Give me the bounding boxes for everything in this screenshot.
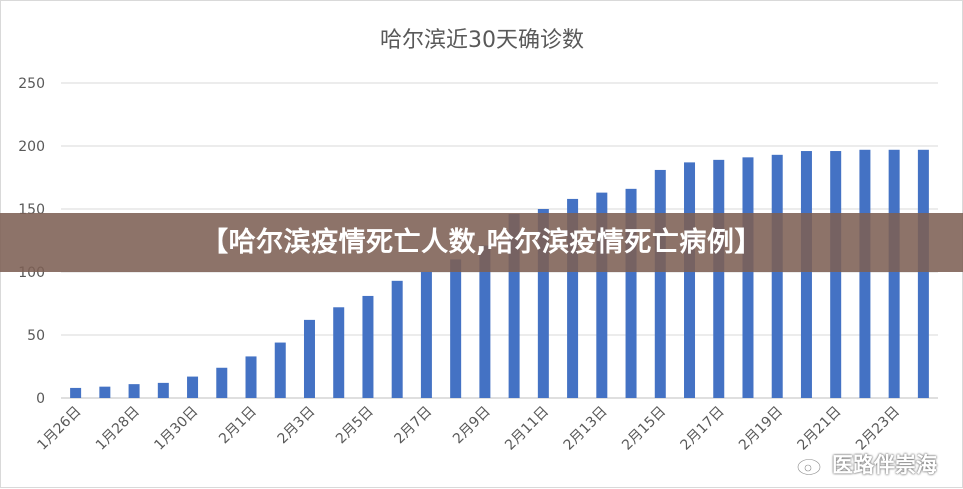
watermark-text: 医路伴崇海 [832, 453, 937, 477]
weibo-icon [797, 454, 825, 476]
x-tick-label: 2月15日 [619, 404, 669, 454]
watermark: 医路伴崇海 [797, 449, 937, 479]
x-tick-label: 1月30日 [151, 404, 201, 454]
bar [274, 342, 286, 398]
bar [830, 151, 842, 398]
bar [567, 198, 579, 398]
bar [654, 169, 666, 398]
x-tick-label: 2月21日 [794, 404, 844, 454]
bars [70, 149, 929, 398]
bar [771, 154, 783, 398]
x-tick-label: 1月28日 [93, 404, 143, 454]
bar [508, 214, 520, 398]
bar [420, 272, 432, 398]
bar [333, 307, 345, 398]
bar [859, 149, 871, 398]
x-tick-label: 2月17日 [678, 404, 728, 454]
x-tick-label: 2月11日 [502, 404, 552, 454]
title-banner: 【哈尔滨疫情死亡人数,哈尔滨疫情死亡病例】 [0, 213, 963, 272]
y-tick-label: 200 [18, 139, 45, 155]
bar [800, 151, 812, 398]
bar [537, 209, 549, 398]
x-tick-label: 2月3日 [275, 404, 319, 448]
x-tick-label: 2月5日 [333, 404, 377, 448]
bar [157, 382, 169, 398]
bar [187, 376, 199, 398]
bar [245, 356, 257, 398]
bar [128, 384, 140, 398]
gridlines [61, 82, 938, 399]
bar [479, 245, 491, 398]
x-tick-label: 2月23日 [853, 404, 903, 454]
x-tick-label: 2月7日 [392, 404, 436, 448]
y-tick-label: 50 [27, 328, 45, 344]
bar [362, 295, 374, 398]
bar [303, 319, 315, 398]
x-tick-label: 2月13日 [561, 404, 611, 454]
chart-title: 哈尔滨近30天确诊数 [380, 28, 584, 53]
banner-text: 【哈尔滨疫情死亡人数,哈尔滨疫情死亡病例】 [201, 227, 762, 258]
bar [742, 157, 754, 398]
bar [70, 387, 82, 398]
x-tick-label: 2月9日 [450, 404, 494, 448]
bar [917, 149, 929, 398]
bar [713, 159, 725, 398]
x-tick-label: 2月19日 [736, 404, 786, 454]
bar [450, 259, 462, 398]
bar [99, 386, 111, 398]
y-tick-label: 0 [36, 391, 45, 407]
bar [625, 188, 637, 398]
y-tick-label: 250 [18, 76, 45, 92]
bar [391, 280, 403, 398]
bar [888, 149, 900, 398]
x-tick-label: 1月26日 [34, 404, 84, 454]
x-axis-ticks: 1月26日 1月28日 1月30日 2月1日 2月3日 2月5日 2月7日 2月9日 2月11日… [34, 404, 903, 454]
x-tick-label: 2月1日 [216, 404, 260, 448]
bar [216, 367, 228, 398]
bar [596, 192, 608, 398]
bar [684, 162, 696, 398]
